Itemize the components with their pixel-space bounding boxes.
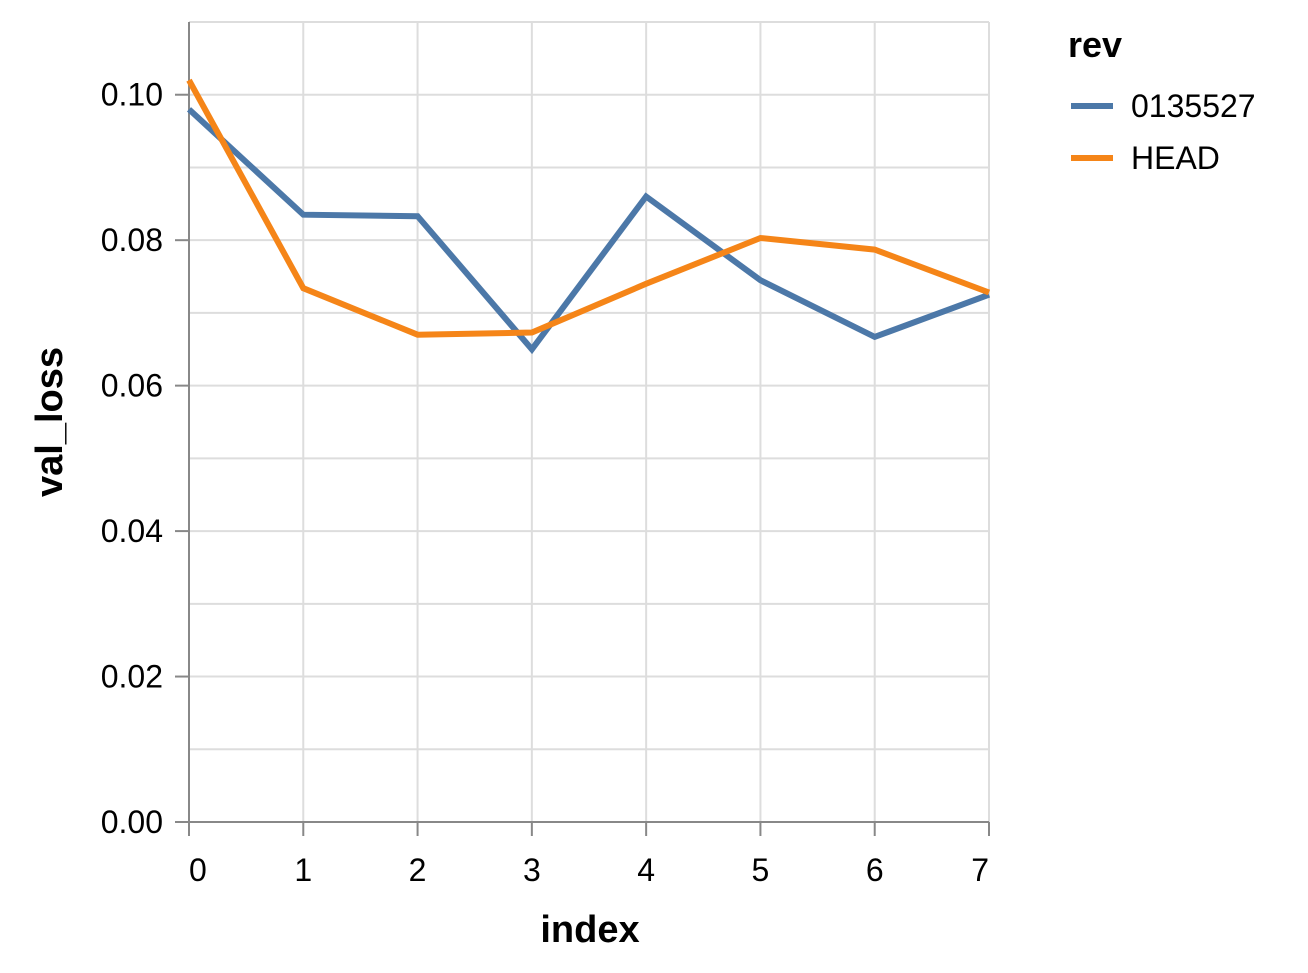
x-tick-label: 7 bbox=[971, 852, 989, 888]
y-tick-label: 0.02 bbox=[101, 659, 163, 695]
axes: 0 1 2 3 4 5 6 7 0.00 0.02 0.04 0.06 0.08 0.10 bbox=[101, 22, 990, 888]
legend: rev 0135527 HEAD bbox=[1068, 24, 1256, 176]
series-line-HEAD bbox=[186, 78, 991, 338]
x-tick-label: 2 bbox=[409, 852, 427, 888]
x-tick-label: 6 bbox=[866, 852, 884, 888]
series-line-0135527 bbox=[186, 107, 991, 355]
grid bbox=[188, 21, 990, 823]
legend-label: HEAD bbox=[1131, 140, 1220, 176]
legend-title: rev bbox=[1068, 24, 1122, 65]
x-tick-label: 1 bbox=[294, 852, 312, 888]
y-tick-label: 0.10 bbox=[101, 77, 163, 113]
y-tick-label: 0.00 bbox=[101, 804, 163, 840]
x-tick-label: 5 bbox=[752, 852, 770, 888]
y-tick-label: 0.04 bbox=[101, 513, 163, 549]
series-lines bbox=[186, 78, 991, 355]
legend-label: 0135527 bbox=[1131, 88, 1256, 124]
x-tick-label: 4 bbox=[637, 852, 655, 888]
y-axis-title: val_loss bbox=[29, 347, 71, 497]
y-tick-label: 0.06 bbox=[101, 368, 163, 404]
y-tick-label: 0.08 bbox=[101, 222, 163, 258]
x-tick-label: 0 bbox=[189, 852, 207, 888]
x-tick-label: 3 bbox=[523, 852, 541, 888]
legend-items: 0135527 HEAD bbox=[1071, 88, 1256, 176]
x-axis-title: index bbox=[540, 909, 639, 951]
